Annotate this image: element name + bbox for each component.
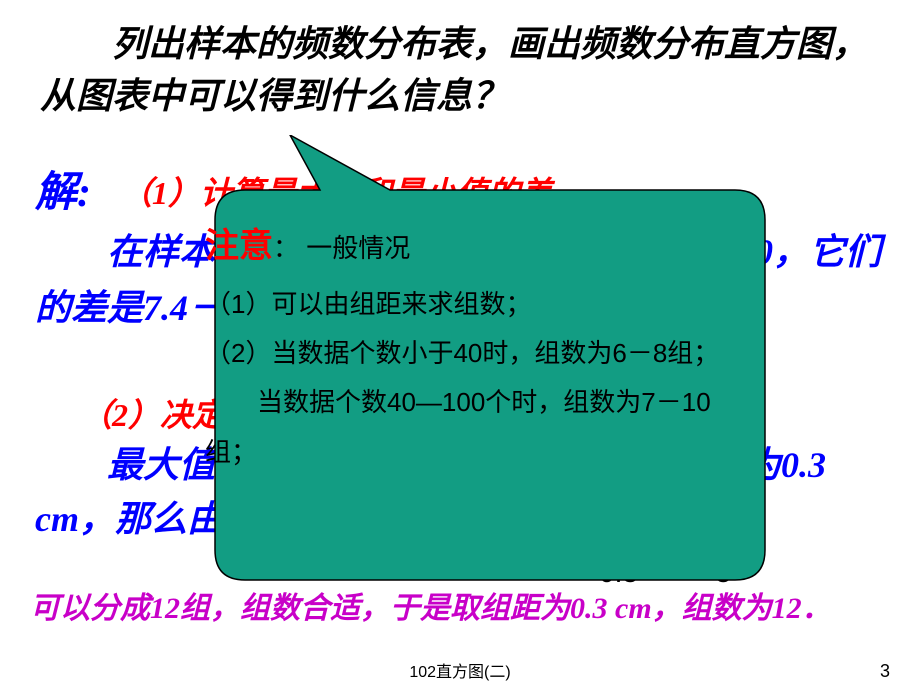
conclusion-text: 可以分成12组，组数合适，于是取组距为0.3 cm，组数为12． <box>30 588 890 630</box>
callout-line2: （2）当数据个数小于40时，组数为6－8组； <box>205 329 735 378</box>
attention-callout: 注意： 一般情况 （1）可以由组距来求组数； （2）当数据个数小于40时，组数为… <box>175 135 775 590</box>
page-number: 3 <box>880 661 890 682</box>
callout-line1: （1）可以由组距来求组数； <box>205 280 735 329</box>
slide-title: 列出样本的频数分布表，画出频数分布直方图，从图表中可以得到什么信息？ <box>40 18 890 122</box>
footer-text: 102直方图(二) <box>0 658 920 682</box>
solution-label: 解: <box>35 158 91 219</box>
general-text: 一般情况 <box>306 233 410 263</box>
attention-label: 注意 <box>205 228 273 265</box>
attention-colon: ： <box>273 233 299 263</box>
callout-line3: 当数据个数40—100个时，组数为7－10组； <box>205 378 735 477</box>
callout-content: 注意： 一般情况 （1）可以由组距来求组数； （2）当数据个数小于40时，组数为… <box>205 215 735 477</box>
